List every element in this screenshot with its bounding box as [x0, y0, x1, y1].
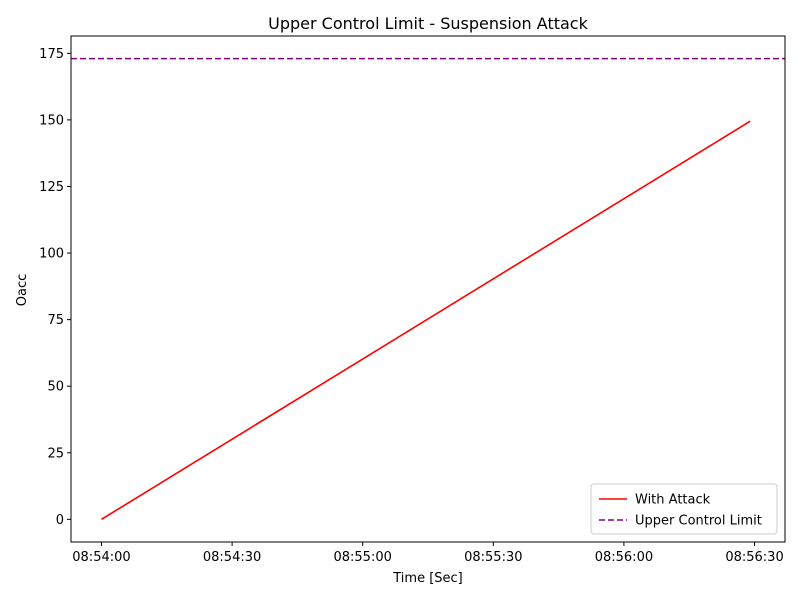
plot-area: 0 25 50 75 100 125 150 175 08:54:00 08:54:30 08:55… — [39, 35, 786, 565]
x-tick-label: 08:56:00 — [595, 550, 653, 565]
y-tick-label: 25 — [47, 446, 64, 461]
y-tick-label: 150 — [39, 113, 64, 128]
legend: With Attack Upper Control Limit — [590, 483, 778, 535]
legend-entry-label: Upper Control Limit — [635, 514, 762, 529]
y-axis-label: Oacc — [15, 274, 30, 307]
y-tick-label: 75 — [47, 313, 64, 328]
y-tick-label: 100 — [39, 247, 64, 262]
x-tick-label: 08:54:30 — [203, 550, 261, 565]
axes-frame — [70, 35, 786, 543]
x-tick-label: 08:55:00 — [333, 550, 391, 565]
chart-title: Upper Control Limit - Suspension Attack — [268, 14, 588, 33]
legend-box — [590, 483, 778, 535]
x-axis-label: Time [Sec] — [392, 571, 463, 586]
x-tick-label: 08:55:30 — [464, 550, 522, 565]
x-tick-label: 08:54:00 — [72, 550, 130, 565]
y-tick-label: 175 — [39, 47, 64, 62]
legend-entry-label: With Attack — [635, 493, 711, 508]
y-tick-label: 50 — [47, 380, 64, 395]
x-tick-label: 08:56:30 — [725, 550, 783, 565]
series-line-with-attack — [101, 120, 751, 521]
y-tick-label: 125 — [39, 180, 64, 195]
y-tick-label: 0 — [56, 513, 64, 528]
